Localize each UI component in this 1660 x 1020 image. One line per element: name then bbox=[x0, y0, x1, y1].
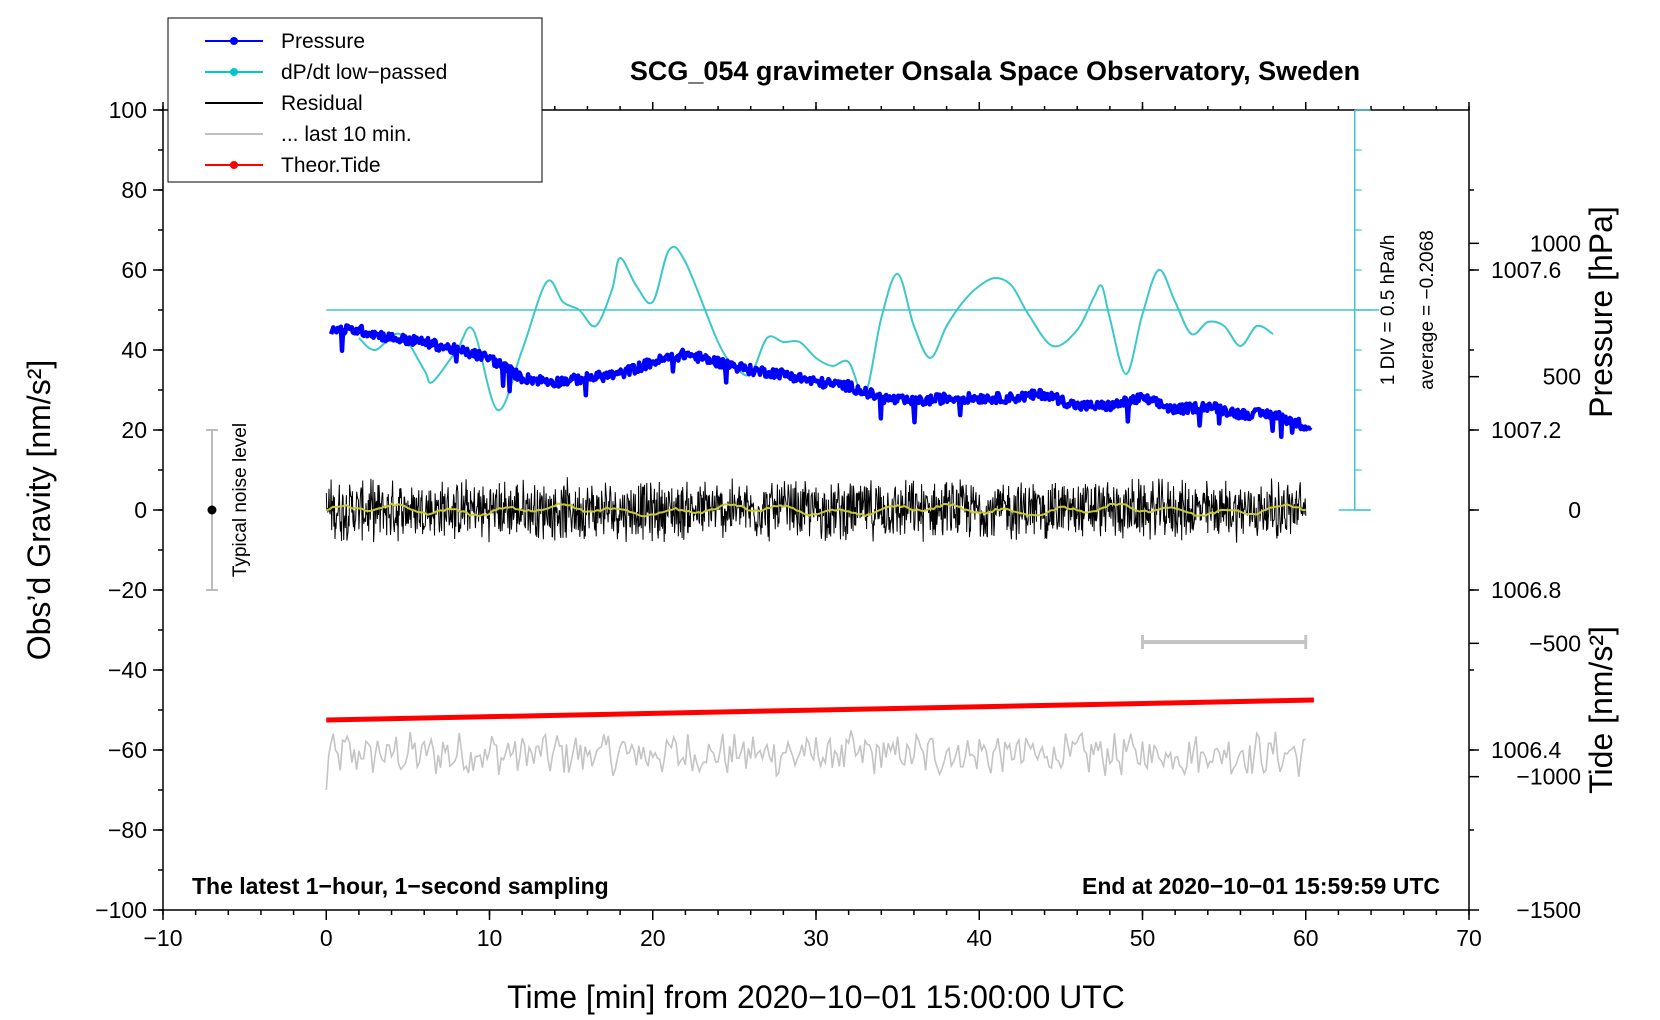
y-tick-label: 0 bbox=[134, 497, 147, 523]
y-axis-ticks: −100 −80 −60 −40 −20 0 20 40 60 80 100 bbox=[95, 97, 163, 923]
x-tick-label: 10 bbox=[477, 925, 503, 951]
legend-label: Residual bbox=[281, 92, 363, 115]
y-tick-label: 80 bbox=[121, 177, 147, 203]
legend-label: ... last 10 min. bbox=[281, 123, 412, 146]
legend-marker bbox=[230, 161, 238, 169]
sampling-note: The latest 1−hour, 1−second sampling bbox=[192, 873, 609, 899]
x-tick-label: 40 bbox=[966, 925, 992, 951]
x-tick-label: 0 bbox=[320, 925, 333, 951]
legend-label: Theor.Tide bbox=[281, 154, 381, 177]
x-tick-label: 50 bbox=[1130, 925, 1156, 951]
legend-marker bbox=[230, 68, 238, 76]
legend-marker bbox=[230, 37, 238, 45]
x-tick-label: 70 bbox=[1456, 925, 1482, 951]
pressure-tick-label: 1006.8 bbox=[1491, 577, 1561, 603]
tide-line bbox=[326, 697, 1314, 723]
x-tick-label: 30 bbox=[803, 925, 829, 951]
last-10-min-line bbox=[325, 730, 1306, 791]
residual-smoothed-line bbox=[325, 502, 1306, 518]
dpdt-scale-axis bbox=[326, 109, 1380, 511]
tide-axis-ticks: −1500 −1000 −500 0 500 1000 bbox=[1469, 230, 1581, 923]
x-tick-label: 60 bbox=[1293, 925, 1319, 951]
y-tick-label: 40 bbox=[121, 337, 147, 363]
y-tick-label: −100 bbox=[95, 897, 147, 923]
y-tick-label: −40 bbox=[108, 657, 147, 683]
pressure-axis-ticks: 1006.4 1006.8 1007.2 1007.6 bbox=[1469, 189, 1562, 831]
y-tick-label: 60 bbox=[121, 257, 147, 283]
residual-line bbox=[325, 477, 1307, 543]
end-time-note: End at 2020−10−01 15:59:59 UTC bbox=[1082, 873, 1440, 899]
x-axis-label: Time [min] from 2020−10−01 15:00:00 UTC bbox=[507, 979, 1125, 1015]
legend-label: dP/dt low−passed bbox=[281, 61, 447, 84]
x-tick-label: 20 bbox=[640, 925, 666, 951]
x-tick-label: −10 bbox=[143, 925, 182, 951]
y-tick-label: −60 bbox=[108, 737, 147, 763]
noise-level-bar bbox=[205, 429, 218, 591]
dpdt-series bbox=[358, 245, 1274, 411]
average-label: average = −0.2068 bbox=[1417, 230, 1438, 390]
noise-level-label: Typical noise level bbox=[230, 423, 251, 577]
tide-series bbox=[326, 697, 1314, 723]
y-axis-label: Obs’d Gravity [nm/s²] bbox=[21, 360, 57, 661]
x-axis-ticks: −10 0 10 20 30 40 50 60 70 bbox=[143, 102, 1482, 951]
tide-tick-label: −1500 bbox=[1516, 897, 1581, 923]
noise-level-dot bbox=[207, 505, 217, 515]
y-tick-label: 20 bbox=[121, 417, 147, 443]
tide-tick-label: 1000 bbox=[1530, 230, 1581, 256]
tide-tick-label: −500 bbox=[1529, 630, 1581, 656]
last-10-min-series bbox=[325, 635, 1308, 791]
legend-label: Pressure bbox=[281, 30, 365, 53]
tide-tick-label: 0 bbox=[1568, 497, 1581, 523]
y-tick-label: 100 bbox=[109, 97, 147, 123]
tide-axis-label: Tide [nm/s²] bbox=[1583, 626, 1619, 794]
legend-box bbox=[167, 17, 543, 183]
pressure-tick-label: 1006.4 bbox=[1491, 737, 1562, 763]
dpdt-line bbox=[358, 245, 1274, 411]
y-tick-label: −20 bbox=[108, 577, 147, 603]
tide-tick-label: −1000 bbox=[1516, 764, 1581, 790]
pressure-axis-label: Pressure [hPa] bbox=[1583, 206, 1619, 418]
pressure-line bbox=[328, 323, 1313, 440]
div-label: 1 DIV = 0.5 hPa/h bbox=[1378, 235, 1399, 386]
pressure-tick-label: 1007.6 bbox=[1491, 257, 1561, 283]
legend: Pressure dP/dt low−passed Residual ... last… bbox=[167, 17, 543, 183]
chart-title: SCG_054 gravimeter Onsala Space Observat… bbox=[630, 56, 1360, 86]
pressure-tick-label: 1007.2 bbox=[1491, 417, 1561, 443]
residual-series bbox=[325, 477, 1307, 543]
tide-tick-label: 500 bbox=[1543, 364, 1581, 390]
pressure-series bbox=[328, 323, 1313, 440]
y-tick-label: −80 bbox=[108, 817, 147, 843]
